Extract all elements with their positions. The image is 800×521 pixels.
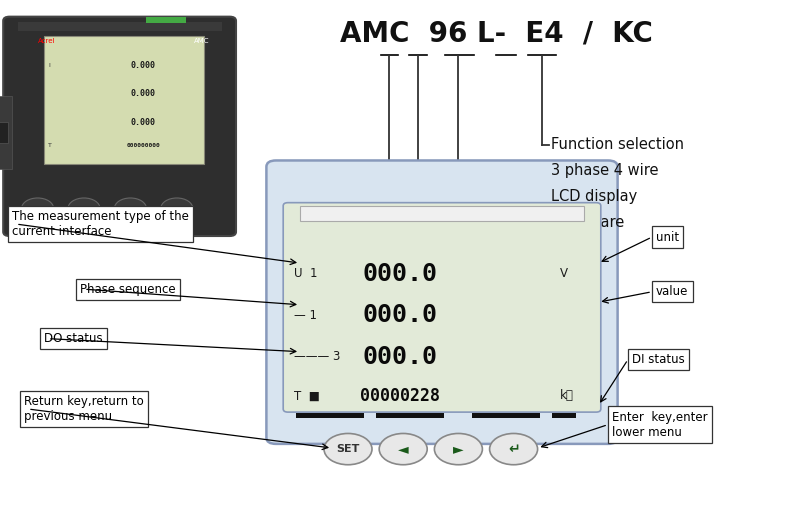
Text: Return key,return to
previous menu: Return key,return to previous menu: [24, 395, 144, 423]
Circle shape: [114, 198, 146, 219]
Text: Acrel: Acrel: [38, 38, 55, 44]
Text: T  ■: T ■: [294, 390, 320, 402]
Text: ↵: ↵: [174, 206, 179, 211]
Bar: [0, 96, 12, 169]
Text: Phase sequence: Phase sequence: [80, 283, 176, 295]
Text: AMC  96 L-  E4  /  KC: AMC 96 L- E4 / KC: [339, 20, 653, 48]
Bar: [376, 413, 444, 418]
Text: AMC: AMC: [194, 38, 210, 44]
Text: Enter  key,enter
lower menu: Enter key,enter lower menu: [612, 411, 708, 439]
Text: 0.000: 0.000: [130, 118, 156, 127]
Text: I: I: [48, 63, 50, 68]
Bar: [146, 17, 186, 23]
Text: 3 phase 4 wire: 3 phase 4 wire: [551, 164, 658, 178]
Circle shape: [324, 433, 372, 465]
Bar: [300, 206, 584, 221]
Text: k㎡: k㎡: [560, 390, 574, 402]
Text: 000.0: 000.0: [362, 262, 438, 286]
Text: 0.000: 0.000: [130, 60, 156, 70]
Circle shape: [68, 198, 100, 219]
Circle shape: [434, 433, 482, 465]
Text: ——— 3: ——— 3: [294, 351, 341, 363]
Text: — 1: — 1: [294, 309, 318, 321]
Text: ◄: ◄: [398, 442, 409, 456]
Circle shape: [161, 198, 193, 219]
Text: 00000228: 00000228: [360, 387, 440, 405]
Circle shape: [22, 198, 54, 219]
Text: unit: unit: [656, 231, 679, 243]
Circle shape: [379, 433, 427, 465]
Circle shape: [490, 433, 538, 465]
Text: SET: SET: [33, 206, 42, 211]
Bar: [18, 22, 222, 31]
Text: ◄: ◄: [82, 206, 86, 211]
Text: The measurement type of the
current interface: The measurement type of the current inte…: [12, 210, 189, 238]
Text: DO status: DO status: [44, 332, 102, 345]
Bar: [296, 413, 364, 418]
Text: 000.0: 000.0: [362, 345, 438, 369]
Text: 96 square: 96 square: [551, 216, 625, 230]
Text: 0.000: 0.000: [130, 89, 156, 98]
Text: ►: ►: [453, 442, 464, 456]
Text: T: T: [48, 143, 52, 148]
Text: value: value: [656, 286, 688, 298]
Bar: [44, 36, 204, 164]
Text: V: V: [560, 267, 568, 280]
Text: SET: SET: [33, 220, 42, 226]
Text: 000.0: 000.0: [362, 303, 438, 327]
Bar: [0, 122, 8, 143]
Bar: [552, 413, 576, 418]
FancyBboxPatch shape: [266, 160, 618, 444]
Text: LCD display: LCD display: [551, 190, 638, 204]
Text: ►: ►: [128, 206, 133, 211]
FancyBboxPatch shape: [283, 203, 601, 412]
Text: DI status: DI status: [632, 353, 685, 366]
Text: SET: SET: [336, 444, 360, 454]
Text: ↵: ↵: [508, 442, 519, 456]
FancyBboxPatch shape: [3, 17, 236, 236]
Text: 000000000: 000000000: [126, 143, 160, 148]
Text: U  1: U 1: [294, 267, 318, 280]
Text: Function selection: Function selection: [551, 138, 684, 152]
Bar: [472, 413, 540, 418]
